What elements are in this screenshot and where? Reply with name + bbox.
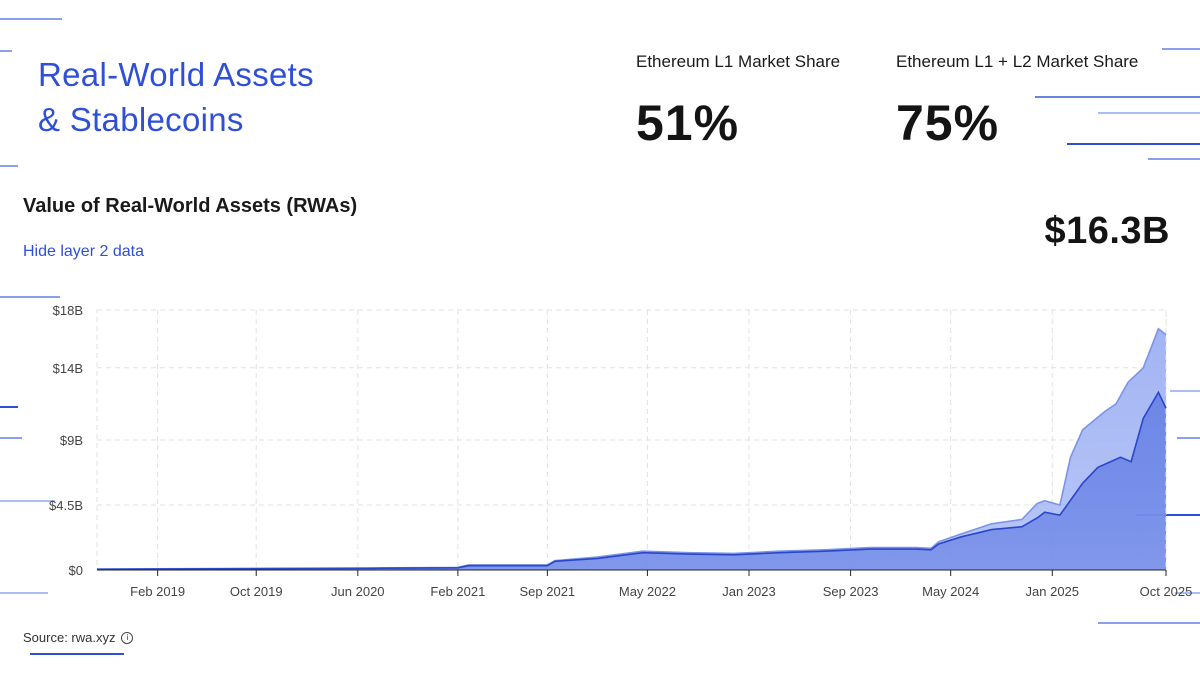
decorative-line — [1098, 622, 1200, 624]
decorative-line — [0, 165, 18, 167]
decorative-line — [1177, 437, 1200, 439]
info-icon[interactable]: i — [121, 631, 134, 644]
y-tick-label: $4.5B — [49, 498, 83, 513]
x-tick-label: Feb 2019 — [130, 584, 185, 599]
stat-l1-l2-market-share: Ethereum L1 + L2 Market Share 75% — [896, 52, 1138, 152]
source-label: Source: rwa.xyz — [23, 630, 116, 645]
decorative-line — [1148, 158, 1200, 160]
decorative-line — [1067, 143, 1200, 145]
decorative-line — [0, 406, 18, 408]
decorative-line — [1035, 96, 1200, 98]
stat-label: Ethereum L1 Market Share — [636, 52, 841, 71]
stat-value: 75% — [896, 95, 1000, 151]
decorative-line — [1098, 112, 1200, 114]
line-ethereum-l1 — [96, 390, 1167, 571]
decorative-line — [0, 18, 62, 20]
x-tick-label: Feb 2021 — [430, 584, 485, 599]
decorative-line — [1170, 390, 1200, 392]
x-tick-label: May 2024 — [922, 584, 979, 599]
x-tick-label: Sep 2021 — [520, 584, 576, 599]
decorative-line — [1162, 48, 1200, 50]
x-tick-label: Jan 2025 — [1026, 584, 1080, 599]
y-tick-label: $18B — [53, 303, 83, 318]
decorative-line — [0, 592, 48, 594]
page-title: Real-World Assets & Stablecoins — [38, 52, 314, 142]
decorative-line — [0, 500, 55, 502]
rwa-area-chart: $0 $4.5B $9B $14B $18B Feb 2019 Oct 2019 Jun 20… — [49, 303, 1193, 599]
decorative-line — [30, 653, 124, 655]
line-ethereum-l1-l2 — [96, 327, 1167, 570]
stat-label: Ethereum L1 + L2 Market Share — [896, 52, 1139, 71]
title-line-2: & Stablecoins — [38, 101, 244, 138]
x-tick-label: Oct 2025 — [1140, 584, 1193, 599]
stat-l1-market-share: Ethereum L1 Market Share 51% — [636, 52, 840, 152]
decorative-line — [0, 50, 12, 52]
decorative-line — [0, 296, 60, 298]
x-tick-label: May 2022 — [619, 584, 676, 599]
stat-value: 51% — [636, 95, 740, 151]
x-tick-label: Sep 2023 — [823, 584, 879, 599]
x-tick-label: Jun 2020 — [331, 584, 385, 599]
chart-title: Value of Real-World Assets (RWAs) — [23, 195, 358, 217]
decorative-line — [1136, 514, 1200, 516]
title-line-1: Real-World Assets — [38, 56, 314, 93]
decorative-line — [0, 437, 22, 439]
x-tick-label: Oct 2019 — [230, 584, 283, 599]
y-tick-label: $14B — [53, 361, 83, 376]
source-note: Source: rwa.xyz i — [23, 630, 134, 645]
y-tick-label: $0 — [69, 563, 83, 578]
decorative-line — [1175, 592, 1200, 594]
x-tick-label: Jan 2023 — [722, 584, 776, 599]
hide-layer2-toggle[interactable]: Hide layer 2 data — [23, 243, 144, 260]
current-total-value: $16.3B — [1044, 210, 1170, 252]
area-ethereum-l1 — [97, 392, 1166, 570]
y-tick-label: $9B — [60, 433, 83, 448]
